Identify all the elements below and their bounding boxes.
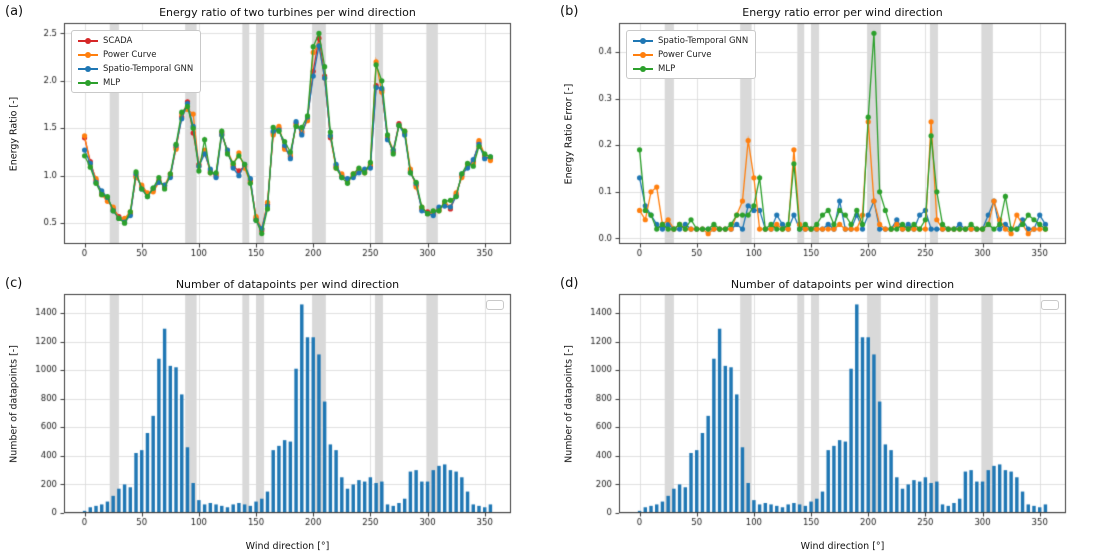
subplot-d-ylabel: Number of datapoints [-] bbox=[563, 345, 575, 463]
subplot-c-legend bbox=[486, 300, 504, 310]
legend-label: Spatio-Temporal GNN bbox=[658, 35, 749, 46]
legend-marker-icon bbox=[633, 51, 653, 59]
legend-label: MLP bbox=[103, 77, 121, 88]
legend-marker-icon bbox=[78, 37, 98, 45]
subplot-c-xlabel: Wind direction [°] bbox=[245, 541, 330, 552]
legend-item-1: Power Curve bbox=[633, 48, 748, 61]
subplot-d-xlabel: Wind direction [°] bbox=[800, 541, 885, 552]
legend-item-2: Spatio-Temporal GNN bbox=[78, 62, 193, 75]
legend-label: Power Curve bbox=[658, 49, 712, 60]
legend-label: Power Curve bbox=[103, 49, 157, 60]
legend-marker-icon bbox=[633, 65, 653, 73]
subplot-d: (d) Number of datapoints per wind direct… bbox=[555, 272, 1110, 555]
subplot-c: (c) Number of datapoints per wind direct… bbox=[0, 272, 555, 555]
legend-item-0: SCADA bbox=[78, 34, 193, 47]
panel-label-c: (c) bbox=[5, 276, 23, 291]
subplot-a-legend: SCADA Power Curve Spatio-Temporal GNN MLP bbox=[71, 30, 202, 93]
legend-item-3: MLP bbox=[78, 76, 193, 89]
panel-label-d: (d) bbox=[560, 276, 579, 291]
subplot-b: (b) Energy ratio error per wind directio… bbox=[555, 0, 1110, 272]
legend-item-0: Spatio-Temporal GNN bbox=[633, 34, 748, 47]
legend-label: SCADA bbox=[103, 35, 133, 46]
panel-label-a: (a) bbox=[5, 4, 24, 19]
subplot-b-legend: Spatio-Temporal GNN Power Curve MLP bbox=[626, 30, 757, 79]
subplot-b-title: Energy ratio error per wind direction bbox=[742, 6, 943, 19]
legend-item-1: Power Curve bbox=[78, 48, 193, 61]
subplot-c-plot bbox=[0, 272, 555, 555]
subplot-a: (a) Energy ratio of two turbines per win… bbox=[0, 0, 555, 272]
subplot-a-title: Energy ratio of two turbines per wind di… bbox=[159, 6, 416, 19]
subplot-c-ylabel: Number of datapoints [-] bbox=[8, 345, 20, 463]
legend-marker-icon bbox=[78, 65, 98, 73]
legend-label: Spatio-Temporal GNN bbox=[103, 63, 194, 74]
subplot-d-title: Number of datapoints per wind direction bbox=[730, 278, 955, 291]
legend-marker-icon bbox=[633, 37, 653, 45]
subplot-a-ylabel: Energy Ratio [-] bbox=[8, 96, 20, 172]
legend-marker-icon bbox=[78, 79, 98, 87]
subplot-c-title: Number of datapoints per wind direction bbox=[175, 278, 400, 291]
legend-marker-icon bbox=[78, 51, 98, 59]
subplot-d-legend bbox=[1041, 300, 1059, 310]
legend-item-2: MLP bbox=[633, 62, 748, 75]
panel-label-b: (b) bbox=[560, 4, 579, 19]
subplot-d-plot bbox=[555, 272, 1110, 555]
legend-label: MLP bbox=[658, 63, 676, 74]
subplot-b-ylabel: Energy Ratio Error [-] bbox=[563, 83, 575, 185]
